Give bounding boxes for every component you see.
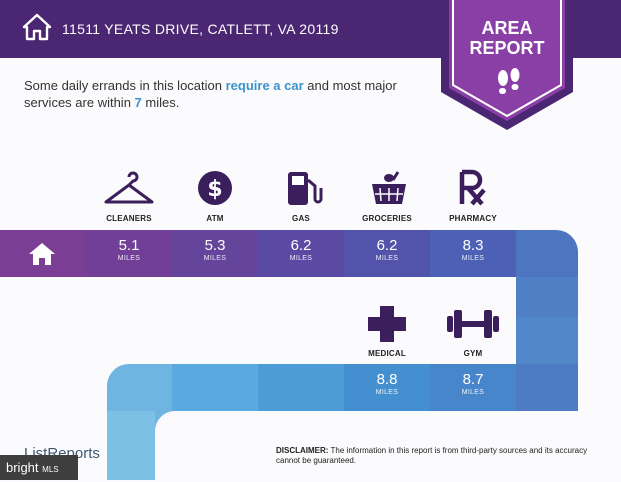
service-label: PHARMACY xyxy=(449,214,497,223)
service-label: GYM xyxy=(463,349,483,358)
distance-unit: MILES xyxy=(289,255,313,262)
intro-part-3: miles. xyxy=(141,95,180,110)
intro-part-1: Some daily errands in this location xyxy=(24,78,226,93)
medical-cross-icon xyxy=(368,306,406,342)
badge-title: AREA REPORT xyxy=(441,18,573,58)
distance-value: 8.3 xyxy=(462,237,484,254)
area-report-badge xyxy=(441,0,573,130)
distance-unit: MILES xyxy=(375,255,399,262)
service-label: ATM xyxy=(206,214,224,223)
intro-highlight-car: require a car xyxy=(225,78,304,93)
distance-value: 8.7 xyxy=(462,371,484,388)
service-label: GROCERIES xyxy=(362,214,412,223)
distance-unit: MILES xyxy=(461,255,485,262)
disclaimer: DISCLAIMER: The information in this repo… xyxy=(276,446,606,466)
distance-value: 5.1 xyxy=(118,237,140,254)
bright-mls-watermark: bright MLS xyxy=(0,455,78,480)
footprints-icon xyxy=(498,68,520,94)
distance-value: 6.2 xyxy=(290,237,312,254)
svg-text:$: $ xyxy=(207,177,222,202)
distance-unit: MILES xyxy=(461,389,485,396)
service-label: MEDICAL xyxy=(368,349,406,358)
distance-value: 5.3 xyxy=(204,237,226,254)
distance-atm: 5.3 MILES xyxy=(172,230,258,277)
mls-text: bright xyxy=(6,460,39,475)
mls-small: MLS xyxy=(42,465,59,474)
distance-value: 8.8 xyxy=(376,371,398,388)
disclaimer-text: The information in this report is from t… xyxy=(276,446,588,465)
distance-unit: MILES xyxy=(375,389,399,396)
distance-unit: MILES xyxy=(117,255,141,262)
distance-unit: MILES xyxy=(203,255,227,262)
hanger-icon xyxy=(104,171,154,204)
distance-medical: 8.8 MILES xyxy=(344,364,430,411)
service-label: CLEANERS xyxy=(106,214,152,223)
property-address: 11511 YEATS DRIVE, CATLETT, VA 20119 xyxy=(62,21,339,37)
distance-gas: 6.2 MILES xyxy=(258,230,344,277)
badge-line-2: REPORT xyxy=(469,38,545,58)
intro-text: Some daily errands in this location requ… xyxy=(24,77,444,111)
service-label: GAS xyxy=(292,214,310,223)
rx-icon xyxy=(459,169,486,206)
basket-icon xyxy=(372,171,406,204)
intro-highlight-miles: 7 xyxy=(134,95,142,110)
distance-pharmacy: 8.3 MILES xyxy=(430,230,516,277)
dollar-icon: $ xyxy=(198,171,232,205)
distance-value: 6.2 xyxy=(376,237,398,254)
distance-gym: 8.7 MILES xyxy=(430,364,516,411)
home-icon xyxy=(22,13,52,41)
disclaimer-title: DISCLAIMER: xyxy=(276,446,329,455)
distance-groceries: 6.2 MILES xyxy=(344,230,430,277)
dumbbell-icon xyxy=(447,310,499,338)
gas-pump-icon xyxy=(288,172,323,205)
home-icon xyxy=(29,243,55,265)
distance-cleaners: 5.1 MILES xyxy=(86,230,172,277)
intro-part-2: and most major services are within xyxy=(24,78,397,110)
badge-line-1: AREA xyxy=(481,18,533,38)
